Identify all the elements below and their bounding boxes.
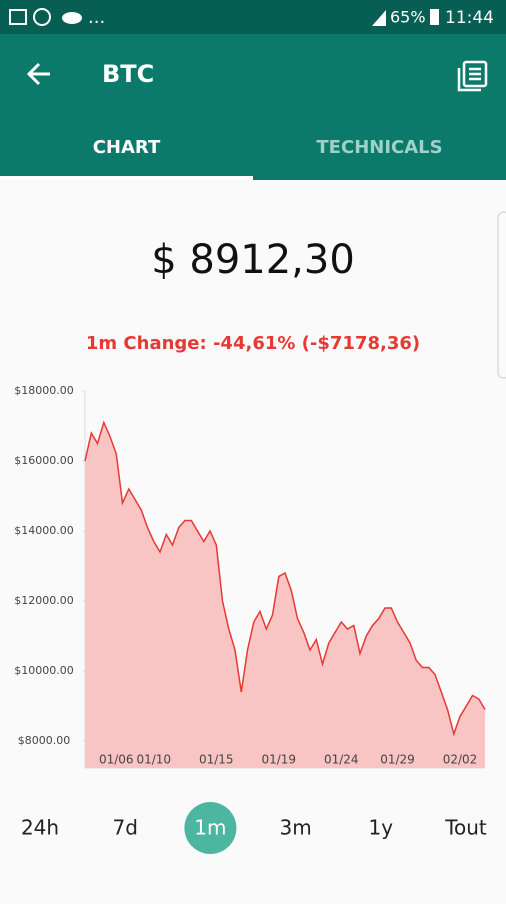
app-title: BTC	[102, 60, 154, 88]
x-tick-label: 01/10	[136, 753, 171, 767]
change: 1m Change: -44,61% (-$7178,36)	[86, 333, 420, 354]
status-bar	[0, 0, 506, 34]
signal-icon	[372, 10, 386, 26]
status-more: ...	[88, 7, 105, 28]
x-tick-label: 01/06	[99, 753, 134, 767]
y-tick-label: $8000.00	[18, 734, 71, 747]
price-line	[84, 420, 486, 737]
x-tick-label: 01/19	[261, 753, 296, 767]
tab[interactable]: TECHNICALS	[316, 137, 442, 158]
x-tick-label: 01/24	[324, 753, 359, 767]
tab-indicator	[0, 176, 253, 180]
y-tick-label: $14000.00	[14, 524, 74, 537]
range-button[interactable]: 1y	[369, 816, 394, 840]
range-selected	[184, 802, 237, 854]
x-tick-label: 02/02	[443, 753, 478, 767]
clock: 11:44	[445, 8, 494, 28]
tab[interactable]: CHART	[93, 137, 161, 158]
price: $ 8912,30	[151, 237, 355, 283]
y-tick-label: $10000.00	[14, 664, 74, 677]
back-button[interactable]	[26, 62, 50, 86]
x-tick-label: 01/29	[380, 753, 415, 767]
battery-icon	[430, 9, 439, 25]
range-button[interactable]: 7d	[112, 816, 137, 840]
status-icon	[62, 12, 82, 24]
range-button[interactable]: 3m	[279, 816, 311, 840]
x-tick-label: 01/15	[199, 753, 234, 767]
news-button[interactable]	[457, 60, 488, 92]
app-bar	[0, 34, 506, 180]
y-tick-label: $12000.00	[14, 594, 74, 607]
status-icon	[33, 8, 51, 26]
y-tick-label: $18000.00	[14, 384, 74, 397]
battery-text: 65%	[390, 8, 426, 27]
area-fill	[85, 422, 485, 768]
range-button[interactable]: 24h	[21, 816, 59, 840]
range-button[interactable]: 1m	[194, 816, 226, 840]
status-icon	[9, 9, 27, 25]
range-button[interactable]: Tout	[444, 816, 487, 840]
side-handle	[497, 211, 506, 379]
y-tick-label: $16000.00	[14, 454, 74, 467]
